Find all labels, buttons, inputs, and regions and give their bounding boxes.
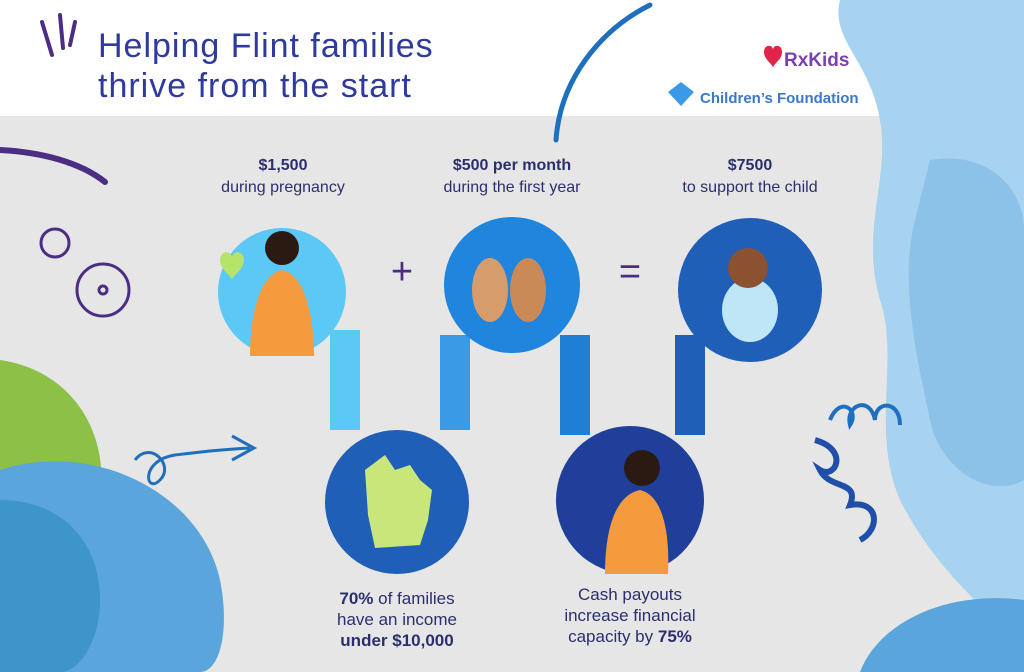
fact-line: have an income: [337, 610, 457, 629]
blob: [860, 598, 1024, 672]
step-detail: to support the child: [682, 179, 817, 196]
fact-line: capacity by 75%: [568, 627, 692, 646]
connector: [440, 335, 470, 430]
heart: [220, 252, 244, 280]
baby: [722, 278, 778, 342]
fact-line: increase financial: [564, 606, 695, 625]
blob: [0, 500, 100, 672]
foot: [472, 258, 508, 322]
blob: [908, 158, 1024, 487]
foundation-icon: [668, 82, 694, 106]
sparkle: [40, 13, 77, 57]
fact-line: 70% of families: [339, 589, 454, 608]
foot: [510, 258, 546, 322]
step-detail: during the first year: [444, 179, 582, 196]
rxkids-logo: RxKids: [784, 50, 849, 71]
connector: [560, 335, 590, 435]
swoosh: [553, 2, 653, 143]
curl: [828, 403, 902, 430]
title: Helping Flint families: [98, 27, 434, 65]
step-amount: $7500: [728, 157, 773, 174]
baby-head: [728, 248, 768, 288]
foundation-logo: Children’s Foundation: [700, 90, 859, 107]
step-amount: $1,500: [259, 157, 308, 174]
swoosh: [0, 147, 108, 185]
fact-text: capacity by: [568, 627, 658, 646]
fact-text: 70%: [339, 589, 373, 608]
michigan: [365, 455, 432, 548]
title: thrive from the start: [98, 67, 412, 105]
plus: +: [391, 251, 413, 293]
step-amount: $500 per month: [453, 157, 571, 174]
rxkids-heart: [764, 45, 782, 68]
connector: [330, 330, 360, 430]
fact-line: Cash payouts: [578, 585, 682, 604]
arrow: [231, 434, 258, 462]
facts: 70% of families have an income under $10,0…: [337, 585, 696, 650]
fact-line: under $10,000: [340, 631, 453, 650]
curl: [812, 437, 877, 543]
arrow: [133, 446, 251, 486]
fact-text: have an income: [337, 610, 457, 629]
fact-text: Cash payouts: [578, 585, 682, 604]
connector: [675, 335, 705, 435]
fact-text: 75%: [658, 627, 692, 646]
figure-head: [265, 231, 299, 265]
fact-text: of families: [373, 589, 454, 608]
fact-text: increase financial: [564, 606, 695, 625]
fact-text: under $10,000: [340, 631, 453, 650]
flower: [39, 227, 131, 318]
mother-head: [624, 450, 660, 486]
equals: =: [619, 251, 641, 293]
mother: [605, 490, 669, 574]
step-detail: during pregnancy: [221, 179, 345, 196]
figure: [250, 270, 314, 356]
